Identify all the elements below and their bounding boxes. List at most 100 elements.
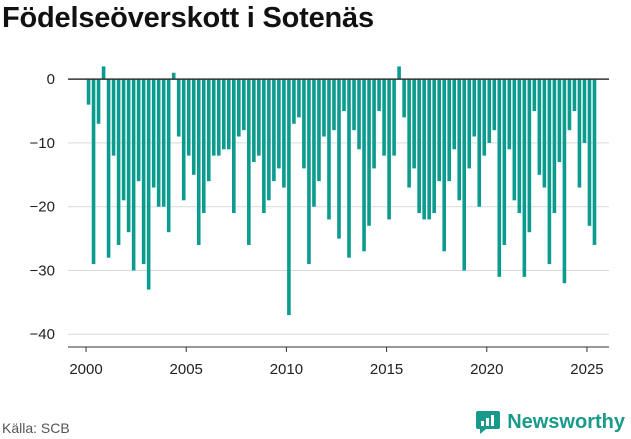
bar	[176, 79, 181, 137]
bar	[502, 79, 507, 245]
bar	[577, 79, 582, 188]
bar	[156, 79, 161, 207]
bar	[582, 79, 587, 143]
bar	[482, 79, 487, 156]
bar	[101, 66, 106, 80]
bar	[437, 79, 441, 182]
bar	[96, 79, 101, 124]
y-tick-label: −20	[30, 199, 55, 216]
bar	[467, 79, 472, 169]
bar	[247, 79, 251, 245]
y-tick-label: −40	[30, 326, 55, 343]
bar	[517, 79, 522, 214]
bar	[141, 79, 146, 265]
bar	[542, 79, 547, 188]
brand-logo: Newsworthy	[475, 409, 625, 435]
bar	[377, 79, 381, 112]
bar	[352, 79, 356, 131]
bar	[126, 79, 131, 233]
bar	[272, 79, 276, 182]
x-tick-label: 2020	[470, 361, 503, 378]
bar	[287, 79, 291, 316]
bar	[497, 79, 502, 277]
bar	[492, 79, 497, 131]
bar	[557, 79, 562, 163]
brand-name: Newsworthy	[507, 410, 625, 433]
bar	[86, 79, 91, 105]
bar	[522, 79, 527, 277]
bar	[417, 79, 421, 214]
bar	[226, 79, 231, 150]
bar	[332, 79, 336, 131]
bar	[136, 79, 141, 182]
bar	[552, 79, 557, 214]
bar	[362, 79, 366, 252]
bar	[252, 79, 256, 163]
bar	[91, 79, 96, 265]
bar	[277, 79, 281, 169]
bar	[327, 79, 331, 220]
bar	[422, 79, 426, 220]
bar	[322, 79, 326, 137]
bar	[181, 79, 186, 201]
bar	[191, 79, 196, 175]
bar	[146, 79, 151, 290]
y-tick-label: 0	[47, 71, 55, 88]
bar	[161, 79, 166, 207]
bar	[211, 79, 216, 156]
bar	[317, 79, 321, 182]
bar	[106, 79, 111, 258]
bar	[462, 79, 467, 271]
bar	[447, 79, 452, 182]
bar	[567, 79, 572, 131]
bar	[572, 79, 577, 112]
bar	[116, 79, 121, 245]
x-tick-label: 2025	[570, 361, 603, 378]
bar	[111, 79, 116, 156]
y-tick-label: −10	[30, 135, 55, 152]
bar	[387, 79, 391, 220]
bar	[216, 79, 221, 156]
bar	[427, 79, 431, 220]
bar	[587, 79, 592, 226]
bar	[472, 79, 477, 137]
bar	[512, 79, 517, 201]
bar	[166, 79, 171, 233]
newsworthy-logo-icon	[476, 411, 501, 434]
bar	[121, 79, 126, 201]
bar	[196, 79, 201, 245]
bar	[547, 79, 552, 265]
bar	[342, 79, 346, 112]
bar	[337, 79, 341, 239]
bar	[257, 79, 261, 156]
bar	[307, 79, 311, 265]
bar	[302, 79, 306, 169]
bar	[232, 79, 236, 214]
bar	[392, 79, 396, 156]
bar	[372, 79, 376, 169]
bar	[242, 79, 246, 131]
bar	[262, 79, 266, 214]
bar	[452, 79, 457, 150]
x-tick-label: 2000	[69, 361, 102, 378]
bar	[171, 72, 176, 80]
bar	[407, 79, 411, 188]
bar	[507, 79, 512, 150]
chart-title: Födelseöverskott i Sotenäs	[2, 2, 374, 34]
bar-chart: 0 −10 −20 −30 −40 2000 2005 2010 2015 2020 2025	[30, 66, 609, 378]
bar	[442, 79, 446, 252]
bar	[382, 79, 386, 156]
x-tick-label: 2005	[170, 361, 203, 378]
bar	[527, 79, 532, 233]
bar	[282, 79, 286, 188]
bar	[487, 79, 492, 143]
bar	[151, 79, 156, 188]
bar	[297, 79, 301, 118]
bar	[267, 79, 271, 201]
bar	[532, 79, 537, 112]
y-tick-label: −30	[30, 262, 55, 279]
bar	[562, 79, 567, 284]
source-note: Källa: SCB	[2, 420, 70, 436]
bar	[221, 79, 226, 150]
bar	[312, 79, 316, 207]
